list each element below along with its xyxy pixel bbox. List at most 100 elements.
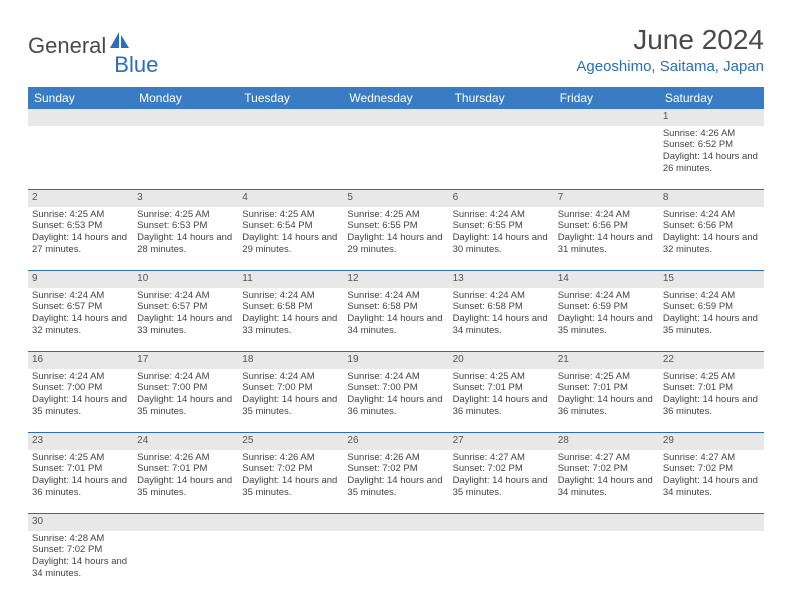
daylight-text: Daylight: 14 hours and 34 minutes. xyxy=(32,556,129,580)
day-header: Sunday xyxy=(28,87,133,109)
sunset-text: Sunset: 6:57 PM xyxy=(137,301,234,313)
day-details: Sunrise: 4:24 AMSunset: 7:00 PMDaylight:… xyxy=(137,371,234,419)
day-cell xyxy=(28,126,133,190)
sunrise-text: Sunrise: 4:26 AM xyxy=(242,452,339,464)
day-cell: Sunrise: 4:24 AMSunset: 7:00 PMDaylight:… xyxy=(343,369,448,433)
day-details: Sunrise: 4:24 AMSunset: 7:00 PMDaylight:… xyxy=(242,371,339,419)
sunset-text: Sunset: 7:02 PM xyxy=(347,463,444,475)
day-details: Sunrise: 4:25 AMSunset: 6:53 PMDaylight:… xyxy=(137,209,234,257)
day-number: 7 xyxy=(554,190,659,207)
day-details: Sunrise: 4:25 AMSunset: 6:55 PMDaylight:… xyxy=(347,209,444,257)
header: General Blue June 2024 Ageoshimo, Saitam… xyxy=(28,24,764,75)
daylight-text: Daylight: 14 hours and 34 minutes. xyxy=(453,313,550,337)
day-number: 27 xyxy=(449,433,554,450)
day-cell: Sunrise: 4:24 AMSunset: 6:59 PMDaylight:… xyxy=(554,288,659,352)
daylight-text: Daylight: 14 hours and 28 minutes. xyxy=(137,232,234,256)
daylight-text: Daylight: 14 hours and 35 minutes. xyxy=(242,394,339,418)
sunset-text: Sunset: 6:53 PM xyxy=(32,220,129,232)
day-number: 16 xyxy=(28,352,133,369)
daylight-text: Daylight: 14 hours and 36 minutes. xyxy=(453,394,550,418)
daylight-text: Daylight: 14 hours and 35 minutes. xyxy=(242,475,339,499)
title-block: June 2024 Ageoshimo, Saitama, Japan xyxy=(576,24,764,75)
sunrise-text: Sunrise: 4:24 AM xyxy=(137,290,234,302)
sunset-text: Sunset: 7:00 PM xyxy=(137,382,234,394)
day-number: 29 xyxy=(659,433,764,450)
sunset-text: Sunset: 6:54 PM xyxy=(242,220,339,232)
day-number-row: 16171819202122 xyxy=(28,352,764,369)
day-cell: Sunrise: 4:27 AMSunset: 7:02 PMDaylight:… xyxy=(554,450,659,514)
day-cell: Sunrise: 4:24 AMSunset: 6:59 PMDaylight:… xyxy=(659,288,764,352)
sunrise-text: Sunrise: 4:25 AM xyxy=(242,209,339,221)
day-cell xyxy=(554,531,659,595)
day-cell: Sunrise: 4:25 AMSunset: 6:53 PMDaylight:… xyxy=(133,207,238,271)
sunrise-text: Sunrise: 4:26 AM xyxy=(663,128,760,140)
day-cell: Sunrise: 4:26 AMSunset: 7:01 PMDaylight:… xyxy=(133,450,238,514)
day-number xyxy=(133,514,238,531)
daylight-text: Daylight: 14 hours and 36 minutes. xyxy=(663,394,760,418)
day-number xyxy=(133,109,238,126)
daylight-text: Daylight: 14 hours and 34 minutes. xyxy=(663,475,760,499)
sunrise-text: Sunrise: 4:24 AM xyxy=(242,371,339,383)
sunset-text: Sunset: 6:53 PM xyxy=(137,220,234,232)
daylight-text: Daylight: 14 hours and 35 minutes. xyxy=(663,313,760,337)
sunrise-text: Sunrise: 4:26 AM xyxy=(137,452,234,464)
day-cell: Sunrise: 4:25 AMSunset: 7:01 PMDaylight:… xyxy=(659,369,764,433)
sunset-text: Sunset: 6:58 PM xyxy=(242,301,339,313)
day-number-row: 9101112131415 xyxy=(28,271,764,288)
day-number-row: 1 xyxy=(28,109,764,126)
day-number: 24 xyxy=(133,433,238,450)
day-number xyxy=(554,514,659,531)
logo-text-blue: Blue xyxy=(114,52,158,78)
day-number: 30 xyxy=(28,514,133,531)
calendar-table: Sunday Monday Tuesday Wednesday Thursday… xyxy=(28,87,764,595)
sunset-text: Sunset: 7:01 PM xyxy=(453,382,550,394)
day-cell: Sunrise: 4:24 AMSunset: 6:57 PMDaylight:… xyxy=(133,288,238,352)
daylight-text: Daylight: 14 hours and 29 minutes. xyxy=(347,232,444,256)
day-number: 26 xyxy=(343,433,448,450)
day-number: 14 xyxy=(554,271,659,288)
calendar-body: 1Sunrise: 4:26 AMSunset: 6:52 PMDaylight… xyxy=(28,109,764,595)
day-cell: Sunrise: 4:24 AMSunset: 6:56 PMDaylight:… xyxy=(554,207,659,271)
day-number: 23 xyxy=(28,433,133,450)
week-row: Sunrise: 4:24 AMSunset: 7:00 PMDaylight:… xyxy=(28,369,764,433)
sunset-text: Sunset: 6:57 PM xyxy=(32,301,129,313)
day-details: Sunrise: 4:25 AMSunset: 7:01 PMDaylight:… xyxy=(32,452,129,500)
day-cell xyxy=(554,126,659,190)
sunset-text: Sunset: 6:56 PM xyxy=(663,220,760,232)
sunset-text: Sunset: 6:56 PM xyxy=(558,220,655,232)
sunset-text: Sunset: 7:00 PM xyxy=(32,382,129,394)
sunrise-text: Sunrise: 4:25 AM xyxy=(32,209,129,221)
week-row: Sunrise: 4:26 AMSunset: 6:52 PMDaylight:… xyxy=(28,126,764,190)
daylight-text: Daylight: 14 hours and 29 minutes. xyxy=(242,232,339,256)
day-cell xyxy=(238,126,343,190)
day-number: 15 xyxy=(659,271,764,288)
logo-text-general: General xyxy=(28,33,106,59)
daylight-text: Daylight: 14 hours and 30 minutes. xyxy=(453,232,550,256)
sunset-text: Sunset: 7:00 PM xyxy=(347,382,444,394)
sunrise-text: Sunrise: 4:27 AM xyxy=(453,452,550,464)
daylight-text: Daylight: 14 hours and 35 minutes. xyxy=(137,394,234,418)
day-details: Sunrise: 4:24 AMSunset: 6:56 PMDaylight:… xyxy=(663,209,760,257)
day-cell: Sunrise: 4:24 AMSunset: 6:57 PMDaylight:… xyxy=(28,288,133,352)
day-cell xyxy=(449,126,554,190)
day-details: Sunrise: 4:24 AMSunset: 6:59 PMDaylight:… xyxy=(558,290,655,338)
sunrise-text: Sunrise: 4:25 AM xyxy=(32,452,129,464)
sunrise-text: Sunrise: 4:24 AM xyxy=(558,209,655,221)
day-number: 4 xyxy=(238,190,343,207)
day-cell xyxy=(133,126,238,190)
day-number xyxy=(449,514,554,531)
day-header: Tuesday xyxy=(238,87,343,109)
day-cell: Sunrise: 4:24 AMSunset: 6:58 PMDaylight:… xyxy=(449,288,554,352)
day-details: Sunrise: 4:24 AMSunset: 7:00 PMDaylight:… xyxy=(32,371,129,419)
logo: General Blue xyxy=(28,24,158,68)
day-details: Sunrise: 4:24 AMSunset: 7:00 PMDaylight:… xyxy=(347,371,444,419)
day-number: 6 xyxy=(449,190,554,207)
sunrise-text: Sunrise: 4:24 AM xyxy=(663,290,760,302)
day-details: Sunrise: 4:27 AMSunset: 7:02 PMDaylight:… xyxy=(558,452,655,500)
sunset-text: Sunset: 7:01 PM xyxy=(32,463,129,475)
day-number: 28 xyxy=(554,433,659,450)
day-cell xyxy=(449,531,554,595)
day-cell: Sunrise: 4:26 AMSunset: 6:52 PMDaylight:… xyxy=(659,126,764,190)
sunset-text: Sunset: 6:59 PM xyxy=(663,301,760,313)
day-number xyxy=(449,109,554,126)
